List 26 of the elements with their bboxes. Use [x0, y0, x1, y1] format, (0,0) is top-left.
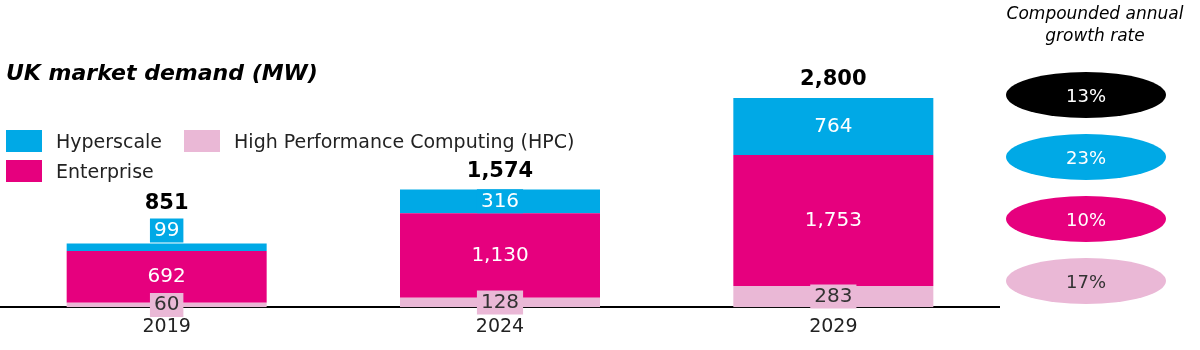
data-label: 283 — [814, 282, 853, 307]
bar — [733, 97, 934, 156]
data-label: 1,753 — [804, 206, 862, 231]
text: Compounded annual growth rate — [1005, 2, 1185, 47]
total-label: 851 — [144, 190, 189, 215]
x-tick-label: 2029 — [809, 313, 858, 336]
x-tick-label: 2019 — [142, 313, 191, 336]
total-label: 1,574 — [466, 158, 534, 182]
data-label: 1,130 — [471, 241, 529, 266]
data-label: 316 — [480, 187, 520, 212]
legend-label: High Performance Computing (HPC) — [234, 130, 575, 152]
text: 13% — [1006, 72, 1166, 118]
legend-label: Enterprise — [56, 160, 154, 182]
data-label: 60 — [153, 291, 180, 316]
data-label: 692 — [147, 263, 186, 288]
bar — [733, 155, 934, 287]
legend-label: Hyperscale — [56, 130, 163, 152]
total-label: 2,800 — [800, 66, 867, 91]
text: 10% — [1006, 196, 1166, 242]
data-label: 128 — [480, 288, 520, 313]
chart-title: UK market demand (MW) — [6, 60, 318, 85]
data-label: 99 — [153, 216, 180, 241]
x-tick-label: 2024 — [475, 313, 525, 336]
data-label: 764 — [814, 112, 853, 137]
text: 17% — [1006, 258, 1166, 304]
text: 23% — [1006, 134, 1166, 180]
